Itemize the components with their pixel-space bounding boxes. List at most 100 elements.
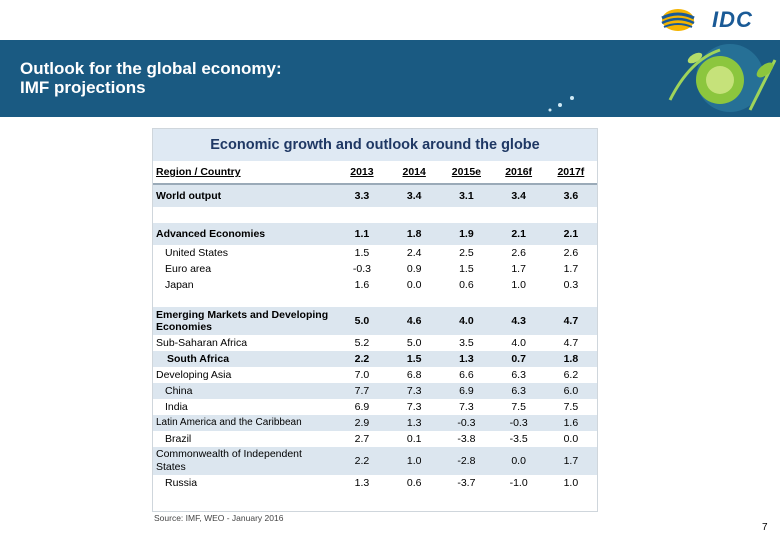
top-bar: IDC: [0, 0, 780, 40]
table-title: Economic growth and outlook around the g…: [153, 129, 597, 161]
table-cell: 6.9: [440, 383, 493, 399]
table-cell: 6.6: [459, 369, 474, 381]
table-cell: 3.3: [335, 184, 389, 207]
table-cell: 4.7: [544, 307, 597, 335]
column-header: Region / Country: [153, 161, 336, 185]
table-cell: -0.3: [492, 415, 545, 431]
table-cell: 4.0: [511, 337, 526, 349]
table-cell: 5.0: [335, 307, 389, 335]
growth-table: Region / Country 2013 2014 2015e 2016f 2…: [153, 161, 597, 491]
row-label: Japan: [165, 279, 194, 291]
table-cell: 6.2: [563, 369, 579, 381]
table-row: Japan 1.6 0.0 0.6 1.0 0.3: [153, 277, 597, 293]
table-cell: 1.0: [563, 477, 579, 489]
spacer-row: [153, 207, 597, 223]
row-label: Commonwealth of Independent States: [153, 447, 336, 475]
column-header: 2014: [388, 161, 441, 185]
row-label: China: [153, 383, 336, 399]
table-cell: 5.0: [406, 337, 422, 349]
table-cell: 6.3: [511, 369, 526, 381]
table-cell: 3.5: [459, 337, 474, 349]
table-cell: 2.5: [459, 247, 474, 259]
row-label: South Africa: [153, 351, 336, 367]
table-row: Commonwealth of Independent States 2.2 1…: [153, 447, 597, 475]
title-banner: [0, 40, 780, 117]
table-cell: 1.5: [459, 263, 474, 275]
table-cell: 2.1: [492, 223, 545, 245]
table-cell: -2.8: [440, 447, 493, 475]
table-cell: 1.8: [544, 351, 597, 367]
table-cell: 2.7: [354, 433, 370, 445]
table-cell: 2.6: [563, 247, 579, 259]
table-row: World output 3.3 3.4 3.1 3.4 3.6: [153, 184, 597, 207]
idc-globe-icon: [661, 9, 695, 31]
table-row: Sub-Saharan Africa 5.2 5.0 3.5 4.0 4.7: [153, 335, 597, 351]
row-label: Russia: [165, 477, 198, 489]
table-row: United States 1.5 2.4 2.5 2.6 2.6: [153, 245, 597, 261]
row-label: World output: [153, 184, 336, 207]
table-cell: 2.4: [406, 247, 422, 259]
table-cell: 7.5: [563, 401, 579, 413]
row-label: Sub-Saharan Africa: [156, 337, 248, 349]
table-cell: 1.1: [335, 223, 389, 245]
table-cell: 1.7: [544, 447, 597, 475]
source-note: Source: IMF, WEO - January 2016: [154, 513, 284, 523]
column-header: 2017f: [544, 161, 597, 185]
table-cell: 0.0: [563, 433, 579, 445]
growth-table-panel: Economic growth and outlook around the g…: [152, 128, 598, 512]
table-cell: 1.6: [354, 279, 370, 291]
page-title-line1: Outlook for the global economy:: [20, 59, 282, 78]
row-label: United States: [165, 247, 229, 259]
table-cell: 1.5: [354, 247, 370, 259]
table-cell: 1.3: [354, 477, 370, 489]
table-cell: 6.0: [544, 383, 597, 399]
table-cell: 1.7: [563, 263, 579, 275]
table-cell: 2.6: [511, 247, 526, 259]
page-title: Outlook for the global economy: IMF proj…: [20, 59, 282, 97]
table-cell: 5.2: [354, 337, 370, 349]
table-cell: 3.4: [388, 184, 441, 207]
page-number: 7: [762, 522, 768, 533]
table-cell: -0.3: [352, 263, 371, 275]
table-cell: 0.9: [406, 263, 422, 275]
table-cell: 0.6: [406, 477, 422, 489]
row-label: Latin America and the Caribbean: [153, 415, 336, 431]
table-cell: 2.2: [335, 447, 389, 475]
table-cell: 2.1: [544, 223, 597, 245]
row-label: Advanced Economies: [153, 223, 336, 245]
table-cell: 0.7: [492, 351, 545, 367]
table-row: Latin America and the Caribbean 2.9 1.3 …: [153, 415, 597, 431]
table-cell: 7.3: [459, 401, 474, 413]
table-cell: 0.0: [406, 279, 422, 291]
table-cell: -0.3: [440, 415, 493, 431]
idc-logo-text: IDC: [712, 7, 753, 32]
table-row: China 7.7 7.3 6.9 6.3 6.0: [153, 383, 597, 399]
table-cell: 4.0: [440, 307, 493, 335]
row-label: Emerging Markets and Developing Economie…: [153, 307, 336, 335]
table-cell: 3.1: [440, 184, 493, 207]
table-cell: 2.2: [335, 351, 389, 367]
table-cell: 1.0: [388, 447, 441, 475]
column-header: 2015e: [440, 161, 493, 185]
table-cell: 2.9: [335, 415, 389, 431]
table-cell: 1.9: [440, 223, 493, 245]
spacer-row: [153, 293, 597, 307]
table-cell: -3.5: [509, 433, 528, 445]
table-cell: 3.6: [544, 184, 597, 207]
table-cell: 7.5: [511, 401, 526, 413]
table-cell: 0.3: [563, 279, 579, 291]
table-cell: 7.0: [354, 369, 370, 381]
table-row: Russia 1.3 0.6 -3.7 -1.0 1.0: [153, 475, 597, 491]
table-cell: 4.7: [563, 337, 579, 349]
table-row: Euro area -0.3 0.9 1.5 1.7 1.7: [153, 261, 597, 277]
table-cell: 4.6: [388, 307, 441, 335]
table-cell: 1.3: [440, 351, 493, 367]
row-label: Brazil: [165, 433, 192, 445]
table-cell: 3.4: [492, 184, 545, 207]
table-row: Advanced Economies 1.1 1.8 1.9 2.1 2.1: [153, 223, 597, 245]
table-cell: 1.3: [388, 415, 441, 431]
table-cell: 7.7: [335, 383, 389, 399]
table-cell: -1.0: [509, 477, 528, 489]
page-title-line2: IMF projections: [20, 78, 146, 97]
leaf-decoration-icon: [548, 44, 777, 112]
